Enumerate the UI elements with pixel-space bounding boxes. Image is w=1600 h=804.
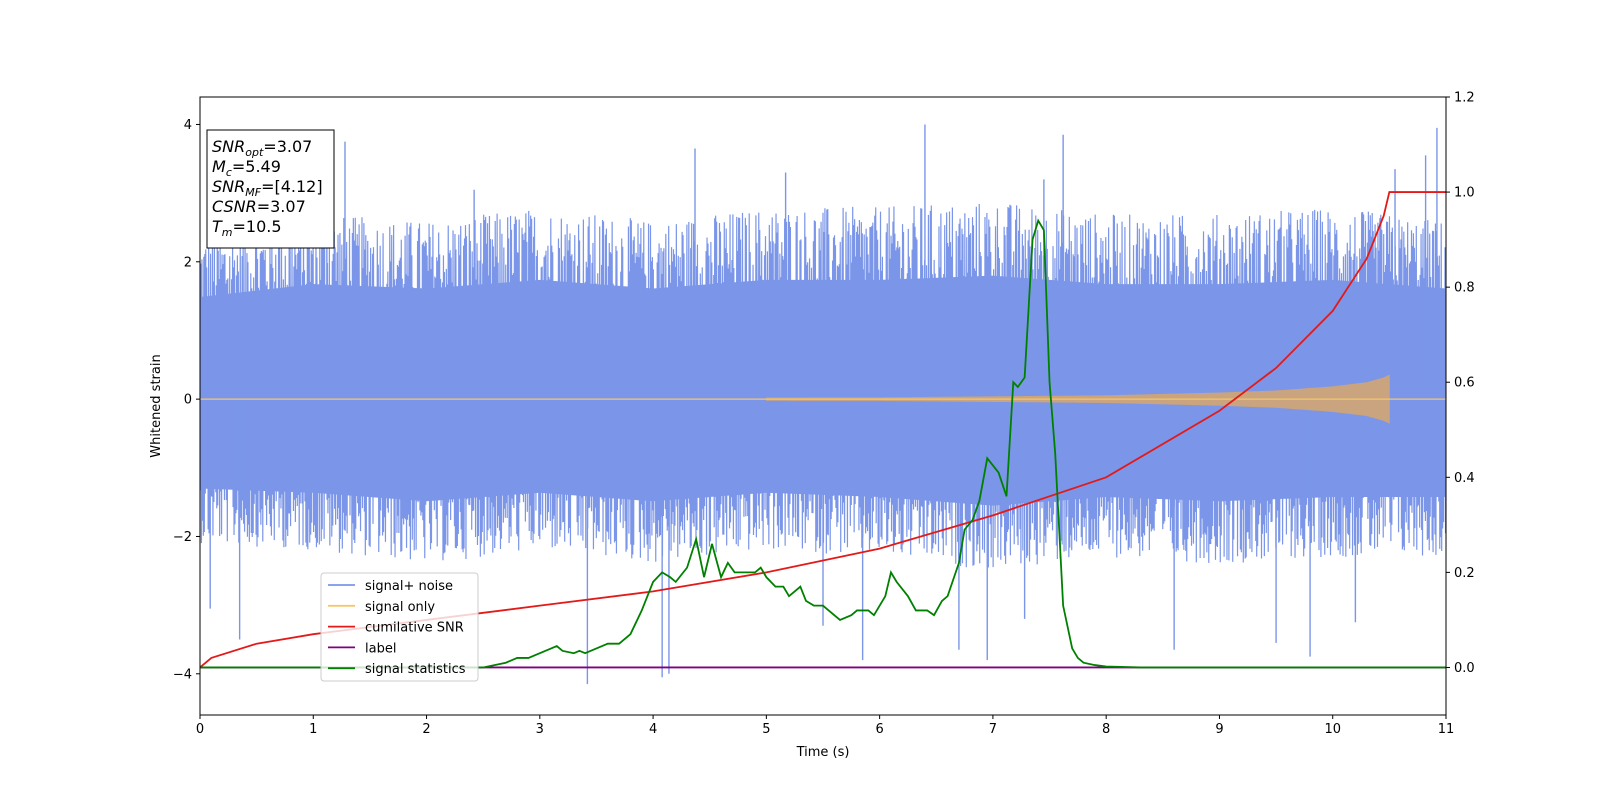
x-tick-label: 5 [762,722,770,737]
y-axis-right: 0.0 0.2 0.4 0.6 0.8 1.0 1.2 [1446,91,1475,676]
y2-tick-label: 0.0 [1454,661,1475,676]
series-signal-only [200,374,1446,424]
legend: signal+ noise signal only cumilative SNR la… [320,572,479,682]
x-tick-label: 7 [989,722,997,737]
x-tick-label: 0 [196,722,204,737]
annotation-line: Mc=5.49 [212,157,281,179]
annotation-frame [206,129,335,249]
x-tick-label: 8 [1102,722,1110,737]
x-axis: 0 1 2 3 4 5 6 7 8 9 10 11 [196,715,1454,737]
legend-label: cumilative SNR [365,621,464,636]
x-tick-label: 4 [649,722,657,737]
annotation-line: Tm=10.5 [212,217,282,239]
y-axis-left: −4 −2 0 2 4 [173,118,200,682]
y-tick-label: −2 [173,530,192,545]
x-tick-label: 11 [1438,722,1455,737]
legend-frame [320,572,479,682]
legend-label: signal statistics [365,662,466,677]
series-cumilative-snr [200,191,1446,669]
annotation-line: SNRMF=[4.12] [212,177,323,199]
y-tick-label: 4 [184,118,192,133]
legend-label: signal+ noise [365,579,453,594]
plot-frame [199,96,1447,716]
y2-tick-label: 0.6 [1454,376,1475,391]
annotation-box: SNRopt=3.07Mc=5.49SNRMF=[4.12]CSNR=3.07T… [206,129,335,249]
legend-label: label [365,641,396,656]
x-tick-label: 9 [1215,722,1223,737]
y2-tick-label: 0.8 [1454,281,1475,296]
x-tick-label: 3 [536,722,544,737]
series-signal-noise [200,124,1446,685]
y2-tick-label: 1.0 [1454,186,1475,201]
annotation-line: SNRopt=3.07 [212,137,312,159]
signal-noise-band [200,275,1446,506]
y-tick-label: 2 [184,255,192,270]
y2-tick-label: 0.2 [1454,566,1475,581]
x-tick-label: 10 [1324,722,1341,737]
annotation-line: CSNR=3.07 [212,197,306,216]
y-tick-label: 0 [184,393,192,408]
x-tick-label: 2 [422,722,430,737]
x-axis-label: Time (s) [796,745,850,760]
y-tick-label: −4 [173,667,192,682]
legend-label: signal only [365,600,435,615]
y-axis-label: Whitened strain [149,354,164,457]
y2-tick-label: 0.4 [1454,471,1475,486]
x-tick-label: 6 [875,722,883,737]
x-tick-label: 1 [309,722,317,737]
y2-tick-label: 1.2 [1454,91,1475,106]
series-signal-statistics [200,218,1446,669]
